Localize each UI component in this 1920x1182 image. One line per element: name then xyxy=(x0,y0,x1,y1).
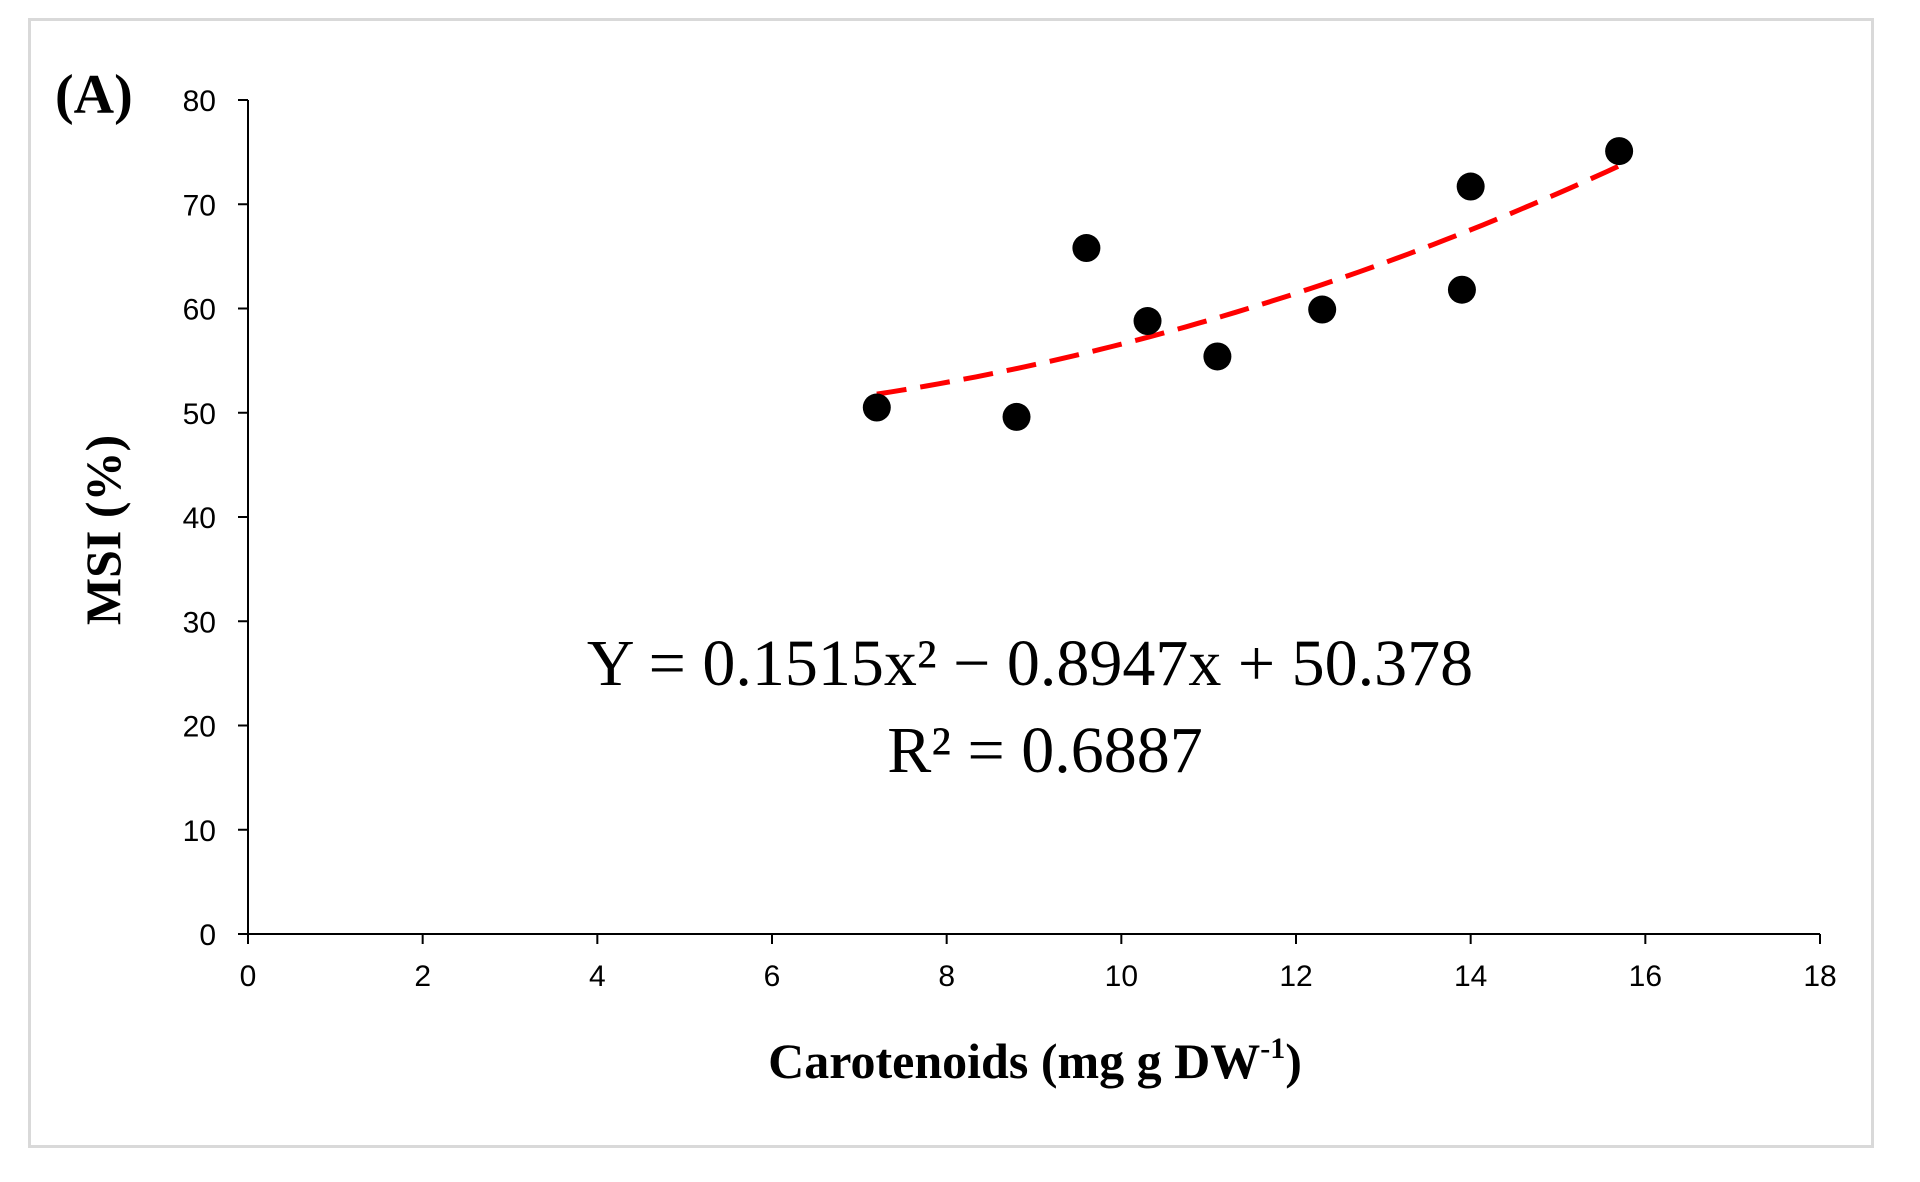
x-axis-title: Carotenoids (mg g DW-1) xyxy=(768,1032,1302,1089)
trendline-equation: Y = 0.1515x² − 0.8947x + 50.378 xyxy=(587,627,1473,700)
x-tick-label: 12 xyxy=(1279,960,1312,993)
x-tick-label: 8 xyxy=(938,960,955,993)
trendline-group xyxy=(876,163,1621,397)
axes xyxy=(247,100,1820,935)
trendline xyxy=(876,163,1621,397)
y-tick-label: 70 xyxy=(183,189,216,222)
x-tick-label: 6 xyxy=(764,960,781,993)
data-point xyxy=(862,393,891,422)
x-axis-title-tail: ) xyxy=(1285,1033,1302,1089)
y-tick-label: 80 xyxy=(183,85,216,118)
x-tick-label: 10 xyxy=(1105,960,1138,993)
y-axis-ticks: 0 10 20 30 40 50 60 70 80 xyxy=(183,85,248,952)
x-axis-title-main: Carotenoids (mg g DW xyxy=(768,1033,1260,1089)
figure-frame xyxy=(28,18,1874,1148)
y-tick-label: 20 xyxy=(183,711,216,744)
x-tick-label: 2 xyxy=(414,960,431,993)
data-point xyxy=(1447,275,1476,304)
data-point xyxy=(1002,402,1031,431)
x-tick-label: 4 xyxy=(589,960,606,993)
y-tick-label: 50 xyxy=(183,398,216,431)
x-tick-label: 18 xyxy=(1803,960,1836,993)
data-point xyxy=(1308,295,1337,324)
data-points xyxy=(862,137,1634,431)
x-axis-title-superscript: -1 xyxy=(1260,1032,1285,1065)
y-tick-label: 60 xyxy=(183,294,216,327)
y-tick-label: 0 xyxy=(199,919,216,952)
y-tick-label: 10 xyxy=(183,815,216,848)
x-tick-label: 0 xyxy=(240,960,257,993)
data-point xyxy=(1133,307,1162,336)
x-axis-ticks: 0 2 4 6 8 10 12 14 16 18 xyxy=(240,934,1837,993)
y-tick-label: 40 xyxy=(183,502,216,535)
x-tick-label: 16 xyxy=(1629,960,1662,993)
panel-label: (A) xyxy=(55,64,133,126)
data-point xyxy=(1203,342,1232,371)
data-point xyxy=(1456,172,1485,201)
y-axis-title: MSI (%) xyxy=(75,435,131,625)
data-point xyxy=(1072,234,1101,263)
data-point xyxy=(1605,137,1634,166)
x-tick-label: 14 xyxy=(1454,960,1487,993)
y-tick-label: 30 xyxy=(183,606,216,639)
r-squared-label: R² = 0.6887 xyxy=(887,714,1203,787)
